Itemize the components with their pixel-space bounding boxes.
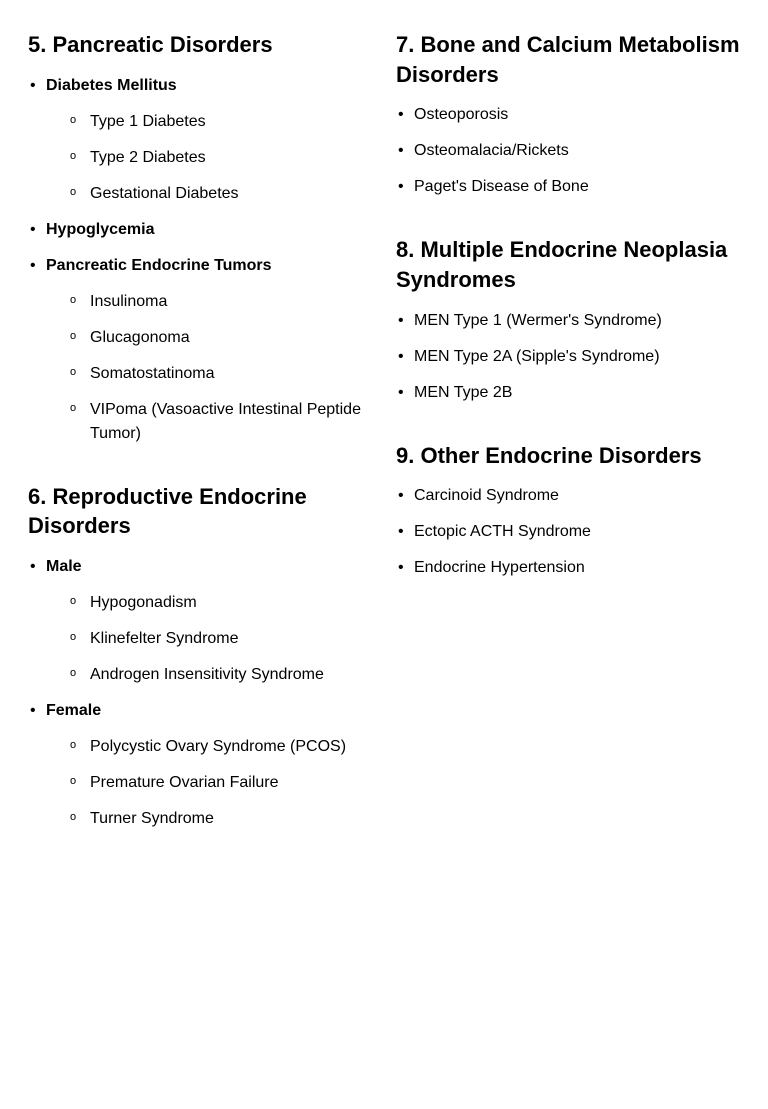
section-heading: 9. Other Endocrine Disorders [396,441,740,471]
list-item: Female Polycystic Ovary Syndrome (PCOS) Pr… [28,699,372,831]
section-8: 8. Multiple Endocrine Neoplasia Syndrome… [396,235,740,404]
list-item-label: Pancreatic Endocrine Tumors [46,257,272,274]
list-item: MEN Type 1 (Wermer's Syndrome) [396,309,740,333]
section-6: 6. Reproductive Endocrine Disorders Male H… [28,482,372,831]
list-item: MEN Type 2A (Sipple's Syndrome) [396,345,740,369]
sub-bullet-list: Hypogonadism Klinefelter Syndrome Androgen… [46,591,372,687]
list-item: Endocrine Hypertension [396,556,740,580]
sub-bullet-list: Insulinoma Glucagonoma Somatostatinoma VIPo… [46,290,372,446]
sub-list-item: Turner Syndrome [70,807,372,831]
section-heading: 7. Bone and Calcium Metabolism Disorders [396,30,740,89]
bullet-list: Osteoporosis Osteomalacia/Rickets Paget's … [396,103,740,199]
bullet-list: Diabetes Mellitus Type 1 Diabetes Type 2 D… [28,74,372,446]
list-item-label: Female [46,702,101,719]
list-item: Diabetes Mellitus Type 1 Diabetes Type 2 D… [28,74,372,206]
bullet-list: Male Hypogonadism Klinefelter Syndrome Andr… [28,555,372,831]
section-heading: 6. Reproductive Endocrine Disorders [28,482,372,541]
list-item: Osteomalacia/Rickets [396,139,740,163]
section-5: 5. Pancreatic Disorders Diabetes Mellitus… [28,30,372,446]
section-7: 7. Bone and Calcium Metabolism Disorders… [396,30,740,199]
list-item-label: Paget's Disease of Bone [414,178,589,195]
list-item-label: Male [46,558,82,575]
list-item-label: Hypoglycemia [46,221,154,238]
list-item: Osteoporosis [396,103,740,127]
sub-list-item: Type 1 Diabetes [70,110,372,134]
list-item: Pancreatic Endocrine Tumors Insulinoma Glu… [28,254,372,446]
sub-list-item: Gestational Diabetes [70,182,372,206]
section-9: 9. Other Endocrine Disorders Carcinoid Sy… [396,441,740,581]
section-heading: 8. Multiple Endocrine Neoplasia Syndrome… [396,235,740,294]
list-item: MEN Type 2B [396,381,740,405]
sub-list-item: Insulinoma [70,290,372,314]
sub-list-item: VIPoma (Vasoactive Intestinal Peptide Tu… [70,398,372,446]
sub-list-item: Androgen Insensitivity Syndrome [70,663,372,687]
list-item: Male Hypogonadism Klinefelter Syndrome Andr… [28,555,372,687]
sub-list-item: Hypogonadism [70,591,372,615]
bullet-list: MEN Type 1 (Wermer's Syndrome) MEN Type 2… [396,309,740,405]
section-heading: 5. Pancreatic Disorders [28,30,372,60]
list-item: Carcinoid Syndrome [396,484,740,508]
list-item-label: Diabetes Mellitus [46,77,177,94]
bullet-list: Carcinoid Syndrome Ectopic ACTH Syndrome E… [396,484,740,580]
list-item-label: Carcinoid Syndrome [414,487,559,504]
sub-list-item: Glucagonoma [70,326,372,350]
list-item-label: Osteoporosis [414,106,508,123]
sub-bullet-list: Polycystic Ovary Syndrome (PCOS) Prematur… [46,735,372,831]
left-column: 5. Pancreatic Disorders Diabetes Mellitus… [28,30,372,867]
right-column: 7. Bone and Calcium Metabolism Disorders… [396,30,740,867]
sub-list-item: Type 2 Diabetes [70,146,372,170]
list-item: Hypoglycemia [28,218,372,242]
sub-list-item: Premature Ovarian Failure [70,771,372,795]
list-item-label: Endocrine Hypertension [414,559,585,576]
sub-list-item: Somatostatinoma [70,362,372,386]
sub-list-item: Polycystic Ovary Syndrome (PCOS) [70,735,372,759]
list-item-label: MEN Type 1 (Wermer's Syndrome) [414,312,662,329]
list-item: Ectopic ACTH Syndrome [396,520,740,544]
list-item-label: Ectopic ACTH Syndrome [414,523,591,540]
sub-list-item: Klinefelter Syndrome [70,627,372,651]
list-item-label: MEN Type 2A (Sipple's Syndrome) [414,348,660,365]
document-columns: 5. Pancreatic Disorders Diabetes Mellitus… [28,30,740,867]
list-item-label: Osteomalacia/Rickets [414,142,569,159]
list-item-label: MEN Type 2B [414,384,512,401]
sub-bullet-list: Type 1 Diabetes Type 2 Diabetes Gestationa… [46,110,372,206]
list-item: Paget's Disease of Bone [396,175,740,199]
